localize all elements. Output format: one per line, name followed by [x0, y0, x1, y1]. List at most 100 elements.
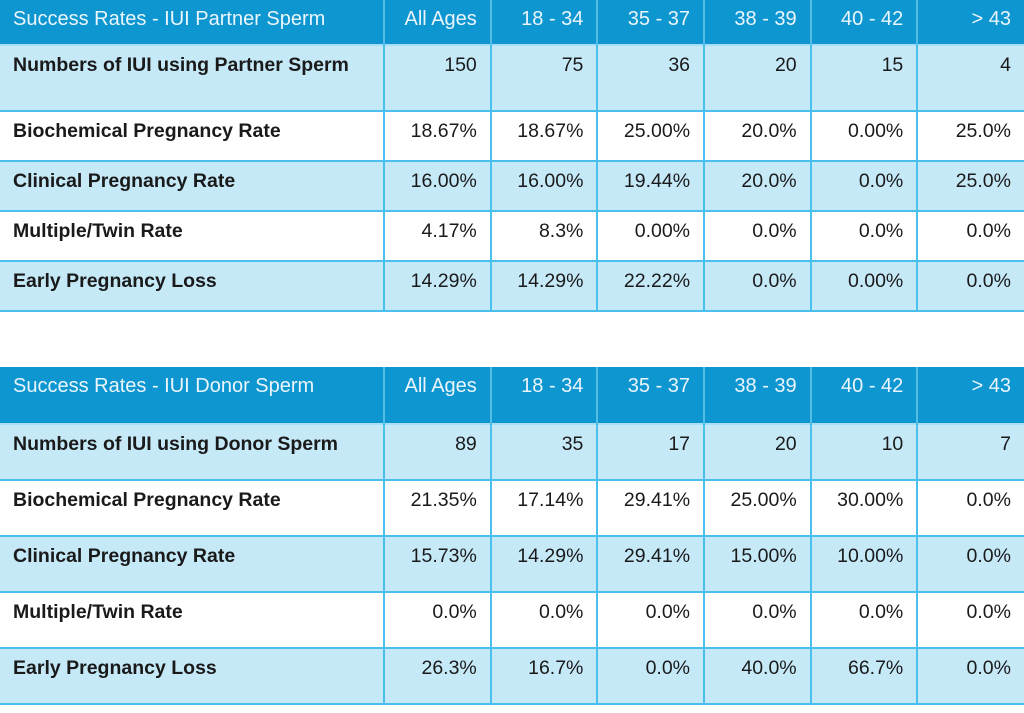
cell-value: 16.7%	[489, 647, 599, 705]
age-column-header: 40 - 42	[809, 0, 918, 45]
cell-value: 0.0%	[916, 210, 1024, 262]
table-row: Multiple/Twin Rate 0.0% 0.0% 0.0% 0.0% 0…	[0, 591, 1024, 649]
age-column-header: 35 - 37	[596, 0, 705, 45]
cell-value: 10.00%	[809, 535, 919, 593]
cell-value: 25.0%	[916, 160, 1024, 212]
table-gap	[0, 312, 1024, 367]
row-label: Multiple/Twin Rate	[0, 591, 386, 649]
cell-value: 4	[916, 44, 1024, 112]
cell-value: 0.0%	[383, 591, 492, 649]
table-row: Early Pregnancy Loss 14.29% 14.29% 22.22…	[0, 260, 1024, 312]
row-label: Biochemical Pregnancy Rate	[0, 110, 386, 162]
cell-value: 0.00%	[809, 260, 919, 312]
cell-value: 0.0%	[703, 210, 812, 262]
header-row: Success Rates - IUI Partner Sperm All Ag…	[0, 0, 1024, 45]
table-title: Success Rates - IUI Partner Sperm	[0, 0, 385, 45]
cell-value: 15.00%	[703, 535, 812, 593]
cell-value: 0.0%	[809, 591, 919, 649]
cell-value: 14.29%	[489, 535, 599, 593]
cell-value: 20	[703, 44, 812, 112]
cell-value: 14.29%	[489, 260, 599, 312]
table-row: Early Pregnancy Loss 26.3% 16.7% 0.0% 40…	[0, 647, 1024, 705]
cell-value: 36	[596, 44, 706, 112]
table-row: Clinical Pregnancy Rate 15.73% 14.29% 29…	[0, 535, 1024, 593]
cell-value: 18.67%	[383, 110, 492, 162]
cell-value: 18.67%	[489, 110, 599, 162]
cell-value: 89	[383, 423, 492, 481]
cell-value: 19.44%	[596, 160, 706, 212]
cell-value: 20	[703, 423, 812, 481]
cell-value: 0.0%	[916, 260, 1024, 312]
row-label: Biochemical Pregnancy Rate	[0, 479, 386, 537]
cell-value: 22.22%	[596, 260, 706, 312]
cell-value: 0.0%	[916, 591, 1024, 649]
row-label: Numbers of IUI using Partner Sperm	[0, 44, 386, 112]
age-column-header: 38 - 39	[703, 0, 811, 45]
age-column-header: 40 - 42	[809, 367, 918, 424]
table-row: Biochemical Pregnancy Rate 18.67% 18.67%…	[0, 110, 1024, 162]
age-column-header: 38 - 39	[703, 367, 811, 424]
row-label: Clinical Pregnancy Rate	[0, 535, 386, 593]
age-column-header: > 43	[916, 367, 1024, 424]
age-column-header: 35 - 37	[596, 367, 705, 424]
cell-value: 0.0%	[703, 591, 812, 649]
cell-value: 75	[489, 44, 599, 112]
age-column-header: All Ages	[383, 0, 491, 45]
cell-value: 29.41%	[596, 479, 706, 537]
table-row: Multiple/Twin Rate 4.17% 8.3% 0.00% 0.0%…	[0, 210, 1024, 262]
cell-value: 14.29%	[383, 260, 492, 312]
cell-value: 0.0%	[596, 591, 706, 649]
cell-value: 0.0%	[916, 535, 1024, 593]
cell-value: 20.0%	[703, 160, 812, 212]
age-column-header: 18 - 34	[489, 0, 598, 45]
table-row: Clinical Pregnancy Rate 16.00% 16.00% 19…	[0, 160, 1024, 212]
cell-value: 0.00%	[596, 210, 706, 262]
cell-value: 17.14%	[489, 479, 599, 537]
table-row: Numbers of IUI using Donor Sperm 89 35 1…	[0, 423, 1024, 481]
table-row: Biochemical Pregnancy Rate 21.35% 17.14%…	[0, 479, 1024, 537]
cell-value: 40.0%	[703, 647, 812, 705]
cell-value: 0.00%	[809, 110, 919, 162]
cell-value: 150	[383, 44, 492, 112]
row-label: Early Pregnancy Loss	[0, 647, 386, 705]
cell-value: 25.00%	[703, 479, 812, 537]
cell-value: 29.41%	[596, 535, 706, 593]
table-title: Success Rates - IUI Donor Sperm	[0, 367, 385, 424]
cell-value: 17	[596, 423, 706, 481]
cell-value: 0.0%	[809, 160, 919, 212]
cell-value: 0.0%	[916, 479, 1024, 537]
age-column-header: > 43	[916, 0, 1024, 45]
cell-value: 25.00%	[596, 110, 706, 162]
age-column-header: All Ages	[383, 367, 491, 424]
cell-value: 0.0%	[916, 647, 1024, 705]
cell-value: 26.3%	[383, 647, 492, 705]
cell-value: 16.00%	[383, 160, 492, 212]
donor-sperm-table: Success Rates - IUI Donor Sperm All Ages…	[0, 367, 1024, 705]
cell-value: 0.0%	[489, 591, 599, 649]
table-row: Numbers of IUI using Partner Sperm 150 7…	[0, 44, 1024, 112]
cell-value: 10	[809, 423, 919, 481]
header-row: Success Rates - IUI Donor Sperm All Ages…	[0, 367, 1024, 424]
row-label: Multiple/Twin Rate	[0, 210, 386, 262]
cell-value: 35	[489, 423, 599, 481]
cell-value: 15	[809, 44, 919, 112]
age-column-header: 18 - 34	[489, 367, 598, 424]
cell-value: 4.17%	[383, 210, 492, 262]
row-label: Numbers of IUI using Donor Sperm	[0, 423, 386, 481]
cell-value: 21.35%	[383, 479, 492, 537]
cell-value: 7	[916, 423, 1024, 481]
cell-value: 66.7%	[809, 647, 919, 705]
partner-sperm-table: Success Rates - IUI Partner Sperm All Ag…	[0, 0, 1024, 312]
cell-value: 30.00%	[809, 479, 919, 537]
cell-value: 20.0%	[703, 110, 812, 162]
cell-value: 0.0%	[703, 260, 812, 312]
row-label: Clinical Pregnancy Rate	[0, 160, 386, 212]
cell-value: 15.73%	[383, 535, 492, 593]
cell-value: 0.0%	[809, 210, 919, 262]
cell-value: 25.0%	[916, 110, 1024, 162]
cell-value: 0.0%	[596, 647, 706, 705]
cell-value: 8.3%	[489, 210, 599, 262]
row-label: Early Pregnancy Loss	[0, 260, 386, 312]
cell-value: 16.00%	[489, 160, 599, 212]
